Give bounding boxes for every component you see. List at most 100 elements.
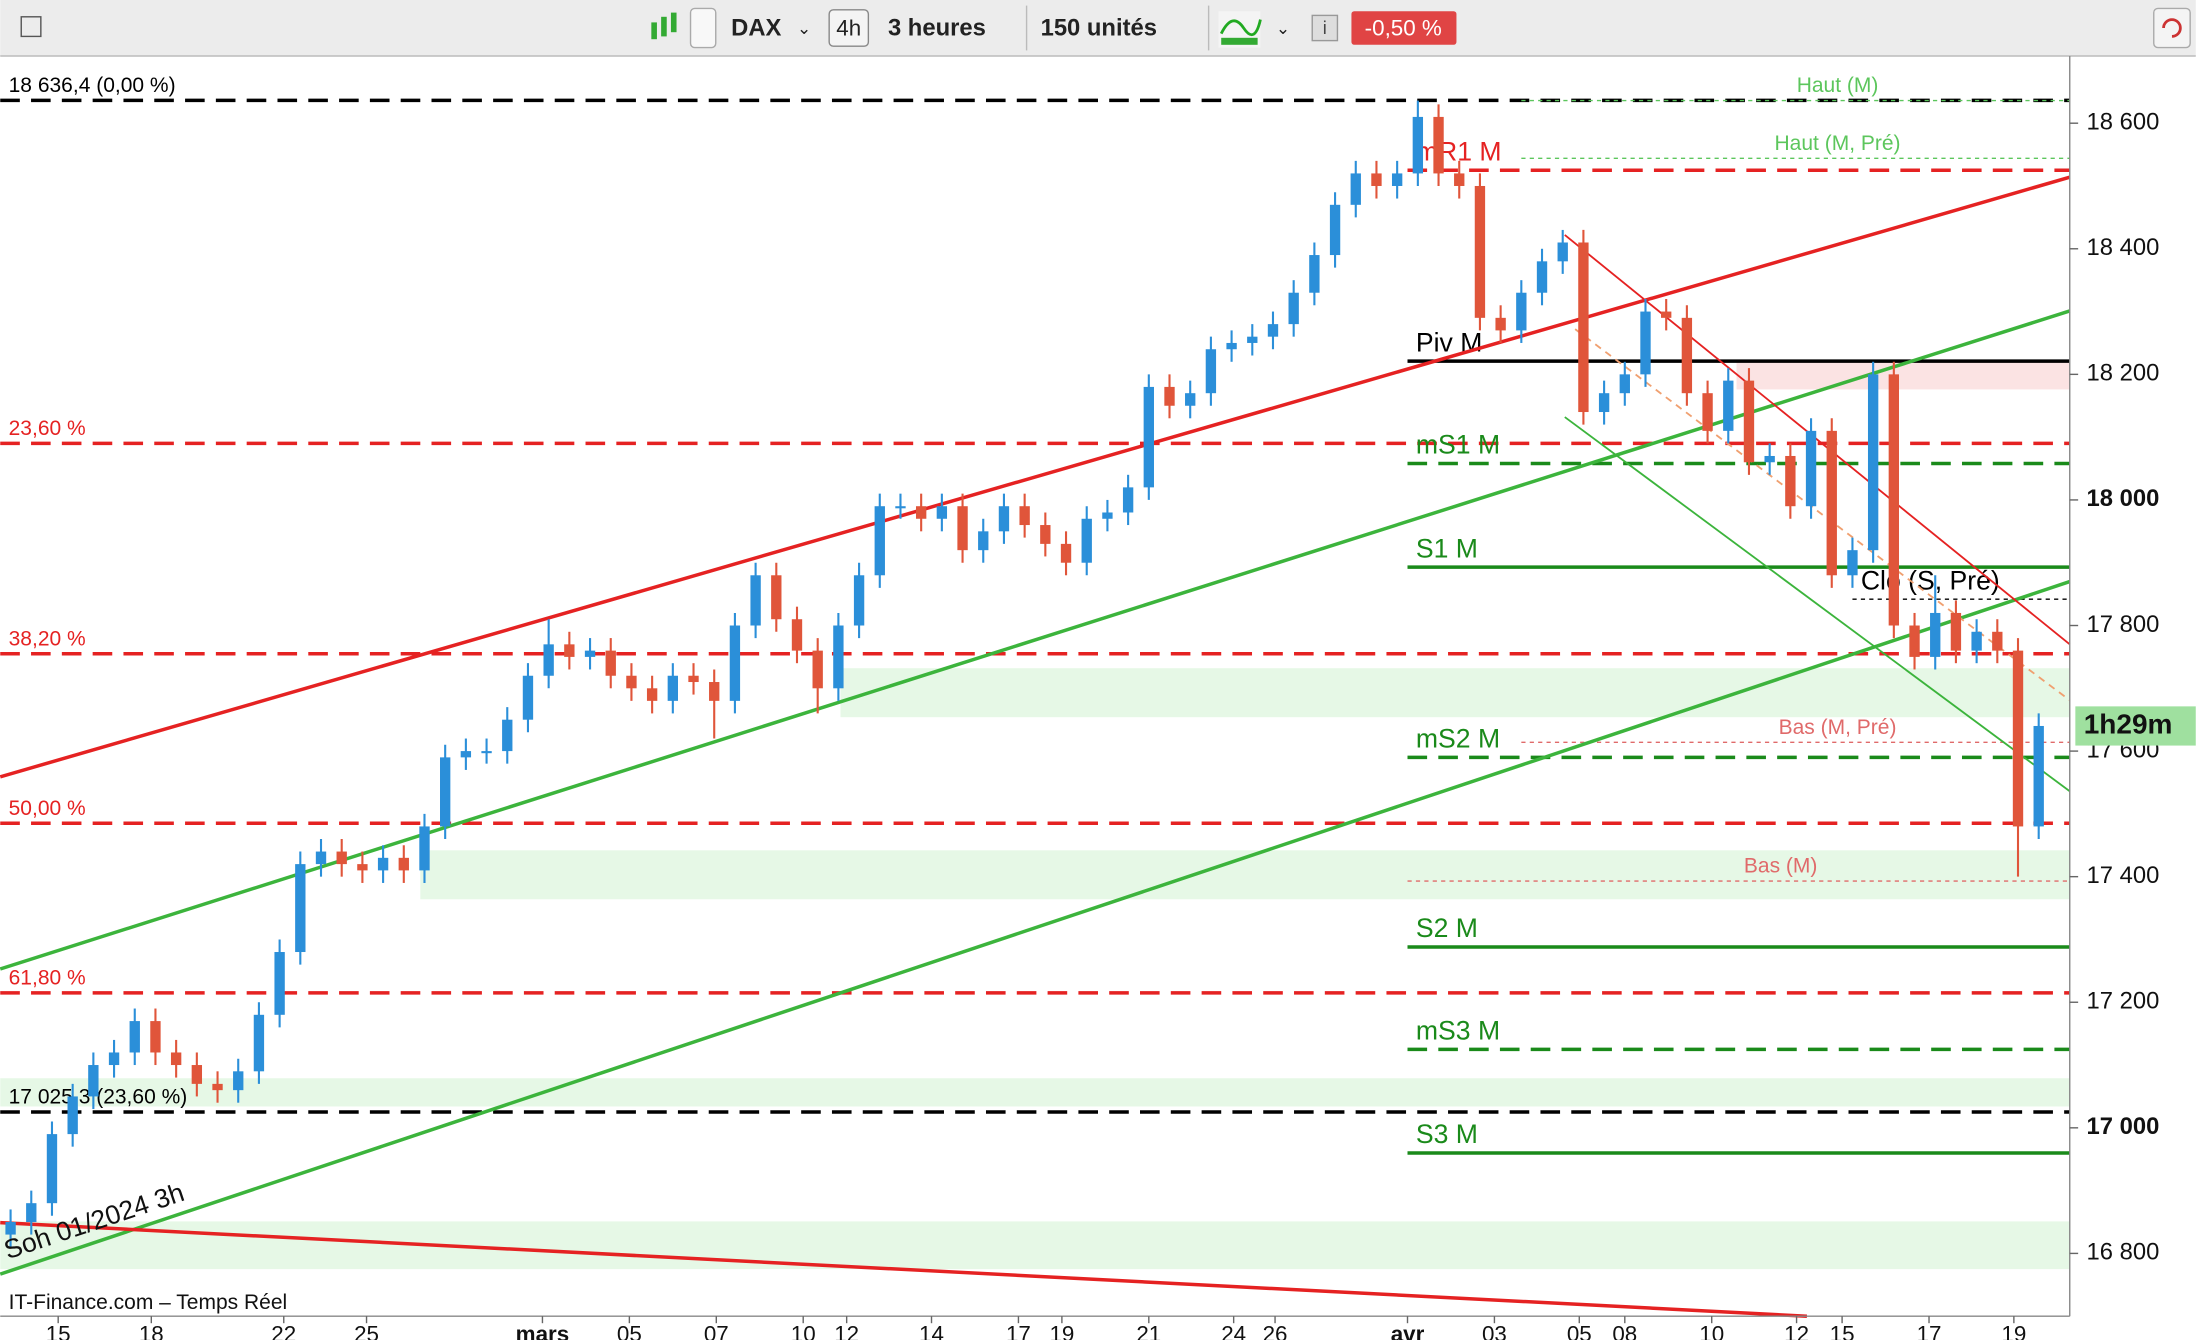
level-label: 18 636,4 (0,00 %) bbox=[9, 74, 176, 97]
candle-body bbox=[812, 650, 823, 689]
candle-body bbox=[1950, 612, 1962, 651]
info-button[interactable] bbox=[1311, 14, 1339, 42]
candle-body bbox=[750, 575, 761, 626]
source: IT-Finance.com – Temps Réel bbox=[9, 1291, 288, 1314]
candle-body bbox=[833, 625, 844, 689]
candle-body bbox=[915, 506, 927, 519]
candle-body bbox=[295, 864, 306, 953]
candle-body bbox=[1785, 455, 1796, 507]
candle-body bbox=[212, 1083, 223, 1091]
candle-body bbox=[1495, 317, 1506, 331]
period[interactable]: 3 heures bbox=[888, 15, 986, 42]
candle-body bbox=[1930, 612, 1941, 657]
candle-body bbox=[2033, 725, 2044, 827]
candle-body bbox=[1723, 380, 1734, 431]
x-tick-label: 12 bbox=[834, 1322, 859, 1340]
zone bbox=[1736, 361, 2070, 390]
candle-body bbox=[1433, 116, 1444, 174]
candle-body bbox=[1743, 380, 1755, 463]
dropdown-arrow[interactable]: ⌄ bbox=[797, 19, 811, 38]
candle-body bbox=[1288, 292, 1299, 325]
indicator-icon[interactable] bbox=[1218, 11, 1262, 48]
candle-body bbox=[1185, 393, 1196, 406]
symbol[interactable]: DAX bbox=[731, 15, 781, 42]
candle-body bbox=[522, 675, 534, 720]
candle-body bbox=[1992, 631, 2003, 651]
candle-body bbox=[233, 1071, 244, 1091]
level-label: 50,00 % bbox=[9, 797, 86, 820]
x-tick-label: 21 bbox=[1136, 1322, 1161, 1340]
dropdown-arrow[interactable]: ⌄ bbox=[1276, 19, 1290, 38]
x-tick-label: 17 bbox=[1917, 1322, 1942, 1340]
candle-body bbox=[1040, 525, 1051, 544]
candle-body bbox=[129, 1021, 140, 1053]
candle-body bbox=[1412, 116, 1424, 174]
window-button[interactable] bbox=[20, 16, 42, 38]
candle-body bbox=[1826, 430, 1837, 576]
candle-icon[interactable] bbox=[651, 12, 677, 40]
level-label: 17 025,3 (23,60 %) bbox=[9, 1085, 188, 1108]
level-label: Bas (M) bbox=[1744, 855, 1818, 878]
candle-body bbox=[274, 952, 285, 1015]
candle-body bbox=[957, 506, 968, 551]
candle-body bbox=[1661, 311, 1672, 318]
y-tick-label: 17 800 bbox=[2087, 611, 2160, 638]
x-tick-label: 03 bbox=[1482, 1322, 1507, 1340]
candle-body bbox=[709, 682, 720, 701]
toolbar-bg bbox=[0, 0, 2196, 57]
x-tick-label: 07 bbox=[704, 1322, 729, 1340]
interval-box[interactable] bbox=[828, 9, 870, 47]
info-icon[interactable]: i bbox=[1323, 18, 1327, 38]
candle-body bbox=[1060, 543, 1072, 563]
y-tick-label: 18 000 bbox=[2087, 485, 2160, 512]
x-tick-label: 05 bbox=[617, 1322, 642, 1340]
level-label: Haut (M, Pré) bbox=[1775, 132, 1901, 155]
candle-body bbox=[1391, 173, 1403, 186]
y-tick-label: 17 400 bbox=[2087, 862, 2160, 889]
trendline bbox=[1564, 234, 2071, 646]
y-tick-label: 17 200 bbox=[2087, 988, 2160, 1015]
candle-body bbox=[1536, 261, 1548, 293]
candle-body bbox=[398, 857, 409, 871]
candle-body bbox=[667, 675, 679, 701]
candle-body bbox=[1847, 550, 1858, 576]
x-tick-label: 22 bbox=[271, 1322, 296, 1340]
units[interactable]: 150 unités bbox=[1041, 15, 1157, 42]
candle-body bbox=[1640, 311, 1651, 375]
candle-body bbox=[1329, 204, 1341, 256]
refresh-button[interactable] bbox=[2153, 7, 2191, 49]
candle-body bbox=[564, 644, 575, 657]
candle-body bbox=[357, 864, 368, 871]
candle-body bbox=[1702, 393, 1713, 431]
link-button[interactable] bbox=[689, 7, 717, 49]
level-label: mS3 M bbox=[1416, 1016, 1500, 1046]
candle-body bbox=[1578, 242, 1589, 413]
trendline bbox=[0, 579, 2071, 1276]
candle-body bbox=[1474, 185, 1486, 318]
plot: 18 636,4 (0,00 %) 23,60 % 38,20 % 50,00 % 61… bbox=[0, 74, 2071, 1318]
countdown-box bbox=[2075, 706, 2196, 746]
zone bbox=[840, 668, 2070, 718]
candle-body bbox=[1267, 324, 1279, 337]
toolbar: DAX ⌄ 4h 3 heures 150 unités ⌄ i -0,50 % bbox=[0, 0, 2196, 57]
refresh-icon[interactable] bbox=[2162, 18, 2182, 38]
candle-body bbox=[2012, 650, 2024, 827]
x-tick-label: 05 bbox=[1567, 1322, 1592, 1340]
x-tick-label: 14 bbox=[919, 1322, 944, 1340]
candle-body bbox=[26, 1203, 37, 1223]
candle-body bbox=[1619, 374, 1630, 394]
candle-body bbox=[1226, 342, 1237, 350]
candle-body bbox=[377, 857, 389, 871]
candle-body bbox=[895, 506, 906, 509]
candle-body bbox=[5, 1222, 16, 1235]
candle-body bbox=[1350, 173, 1361, 205]
x-tick-label: 15 bbox=[1830, 1322, 1855, 1340]
countdown: 1h29m bbox=[2084, 708, 2173, 739]
x-tick-label: mars bbox=[516, 1322, 570, 1340]
x-tick-label: 24 bbox=[1221, 1322, 1246, 1340]
candle-body bbox=[1805, 430, 1817, 507]
interval[interactable]: 4h bbox=[836, 15, 861, 40]
candle-body bbox=[1205, 349, 1217, 394]
level-label: S3 M bbox=[1416, 1119, 1478, 1149]
y-tick-label: 17 000 bbox=[2087, 1113, 2160, 1140]
